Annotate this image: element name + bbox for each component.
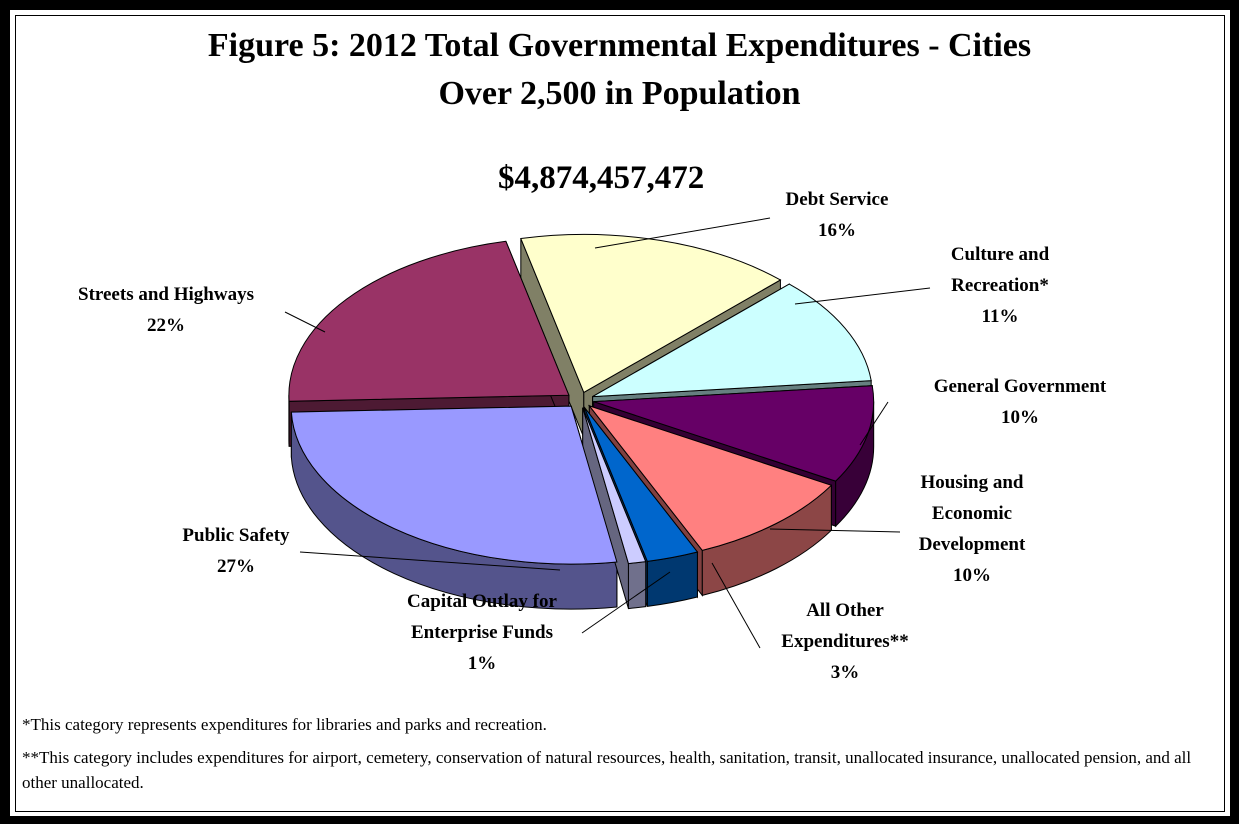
slice-label-housing-and-economic-development: Development <box>919 534 1026 555</box>
leader-line-streets-and-highways <box>284 311 326 333</box>
slice-general-government <box>593 385 875 482</box>
slice-culture-and-recreation <box>592 283 872 398</box>
slice-side-capital-outlay-for-enterprise-funds <box>627 561 647 610</box>
slice-percent-streets-and-highways: 22% <box>147 315 185 336</box>
slice-housing-and-economic-development <box>587 404 833 551</box>
slice-public-safety <box>290 405 618 565</box>
slice-label-debt-service: Debt Service <box>786 189 889 210</box>
leader-line-public-safety <box>299 551 561 571</box>
leader-line-general-government <box>859 401 889 446</box>
slice-label-housing-and-economic-development: Economic <box>932 503 1012 524</box>
slice-label-housing-and-economic-development: Housing and <box>921 472 1024 493</box>
slice-percent-debt-service: 16% <box>818 220 856 241</box>
slice-percent-housing-and-economic-development: 10% <box>953 565 991 586</box>
chart-title-line2: Over 2,500 in Population <box>438 75 801 112</box>
slice-capital-outlay-for-enterprise-funds <box>582 407 647 565</box>
slice-label-all-other-expenditures: All Other <box>806 600 884 621</box>
chart-title-line1: Figure 5: 2012 Total Governmental Expend… <box>207 27 1032 64</box>
slice-streets-and-highways <box>288 240 570 402</box>
slice-label-capital-outlay-for-enterprise-funds: Enterprise Funds <box>411 622 553 643</box>
slice-label-all-other-expenditures: Expenditures** <box>781 631 908 652</box>
slice-label-culture-and-recreation: Recreation* <box>951 275 1049 296</box>
slice-label-public-safety: Public Safety <box>182 525 290 546</box>
slice-percent-culture-and-recreation: 11% <box>982 306 1019 327</box>
figure-inner-border <box>15 15 1225 812</box>
leader-line-all-other-expenditures <box>711 562 761 649</box>
chart-title: Figure 5: 2012 Total Governmental Expend… <box>0 22 1239 118</box>
slice-percent-all-other-expenditures: 3% <box>831 662 860 683</box>
footnote-1: *This category represents expenditures f… <box>22 715 547 734</box>
slice-label-culture-and-recreation: Culture and <box>951 244 1050 265</box>
footnote-2: **This category includes expenditures fo… <box>22 748 1192 792</box>
slice-percent-general-government: 10% <box>1001 407 1039 428</box>
slice-percent-capital-outlay-for-enterprise-funds: 1% <box>468 653 497 674</box>
leader-line-housing-and-economic-development <box>769 528 901 533</box>
slice-percent-public-safety: 27% <box>217 556 255 577</box>
leader-line-capital-outlay-for-enterprise-funds <box>581 571 671 634</box>
leader-line-culture-and-recreation <box>794 287 931 305</box>
slice-label-capital-outlay-for-enterprise-funds: Capital Outlay for <box>407 591 557 612</box>
slice-all-other-expenditures <box>583 407 699 562</box>
chart-total: $4,874,457,472 <box>498 160 705 196</box>
slice-label-general-government: General Government <box>934 376 1107 397</box>
slice-label-streets-and-highways: Streets and Highways <box>78 284 254 305</box>
slice-debt-service <box>520 233 782 394</box>
leader-line-debt-service <box>594 217 771 249</box>
